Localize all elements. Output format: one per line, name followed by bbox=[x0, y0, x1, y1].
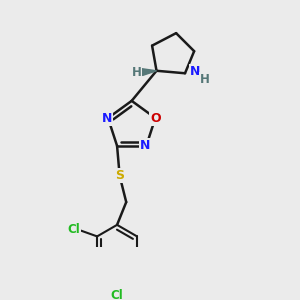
Text: S: S bbox=[115, 169, 124, 182]
Text: N: N bbox=[101, 112, 112, 124]
Text: N: N bbox=[140, 139, 150, 152]
Text: H: H bbox=[131, 66, 141, 79]
Text: H: H bbox=[200, 73, 210, 86]
Text: O: O bbox=[150, 112, 160, 124]
Text: Cl: Cl bbox=[68, 223, 80, 236]
Text: N: N bbox=[190, 65, 200, 79]
Polygon shape bbox=[142, 69, 157, 76]
Text: Cl: Cl bbox=[111, 289, 123, 300]
